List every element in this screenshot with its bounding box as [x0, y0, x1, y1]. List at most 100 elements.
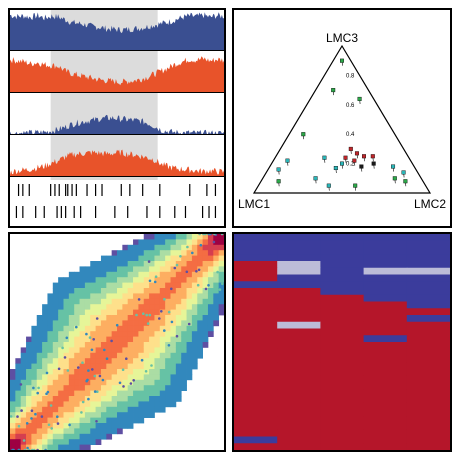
density-cell	[10, 401, 16, 408]
heatmap-cell	[320, 335, 365, 343]
density-outlier	[148, 313, 152, 317]
density-cell	[36, 320, 43, 327]
heatmap-cell	[277, 301, 321, 309]
density-cell	[149, 320, 155, 327]
heatmap-cell	[363, 369, 408, 377]
density-cell	[191, 239, 198, 246]
density-cell	[26, 444, 32, 450]
density-cell	[122, 250, 129, 256]
heatmap-cell	[406, 402, 450, 410]
heatmap-cell	[234, 240, 278, 248]
density-cell	[63, 417, 70, 424]
density-cell	[197, 293, 203, 300]
density-cell	[207, 250, 214, 256]
density-cell	[84, 358, 91, 364]
heatmap-cell	[277, 355, 321, 363]
density-cell	[149, 255, 155, 262]
density-outlier	[196, 283, 200, 287]
density-cell	[165, 293, 171, 300]
density-cell	[68, 358, 75, 364]
track-series-4	[10, 149, 224, 176]
density-cell	[191, 271, 198, 278]
density-cell	[42, 309, 48, 316]
density-cell	[106, 406, 113, 413]
density-cell	[90, 439, 96, 445]
density-cell	[218, 304, 224, 310]
density-cell	[58, 347, 64, 354]
heatmap-cell	[277, 382, 321, 390]
ternary-point	[301, 132, 306, 137]
density-cell	[122, 244, 129, 251]
density-cell	[90, 325, 96, 332]
density-cell	[202, 293, 209, 300]
density-cell	[127, 412, 134, 418]
density-cell	[10, 374, 16, 381]
heatmap-cell	[234, 362, 278, 370]
density-cell	[84, 352, 91, 359]
density-outlier	[105, 357, 109, 360]
density-cell	[90, 363, 96, 370]
density-cell	[186, 271, 193, 278]
density-cell	[100, 266, 107, 273]
density-cell	[127, 417, 134, 424]
density-cell	[10, 385, 16, 391]
heatmap-cell	[277, 443, 321, 450]
density-cell	[68, 412, 75, 418]
density-cell	[26, 336, 32, 343]
density-cell	[143, 336, 150, 343]
density-cell	[117, 352, 123, 359]
density-cell	[175, 288, 182, 294]
density-cell	[202, 271, 209, 278]
density-cell	[122, 390, 129, 397]
density-cell	[84, 412, 91, 418]
density-cell	[122, 304, 129, 310]
density-cell	[106, 363, 113, 370]
density-cell	[218, 277, 224, 283]
density-cell	[84, 293, 91, 300]
heatmap-cell	[406, 396, 450, 404]
density-cell	[117, 250, 123, 256]
density-cell	[133, 390, 139, 397]
density-cell	[10, 428, 16, 435]
density-cell	[106, 347, 113, 354]
heatmap-cell	[277, 416, 321, 424]
density-cell	[36, 379, 43, 386]
density-cell	[52, 304, 59, 310]
heatmap-cell	[320, 369, 365, 377]
density-cell	[213, 309, 220, 316]
heatmap-cell	[234, 348, 278, 356]
density-cell	[186, 304, 193, 310]
density-cell	[175, 396, 182, 402]
density-cell	[202, 255, 209, 262]
density-cell	[68, 396, 75, 402]
density-cell	[90, 401, 96, 408]
density-cell	[170, 298, 177, 305]
density-cell	[26, 412, 32, 418]
heatmap-cell	[363, 389, 408, 397]
density-cell	[138, 401, 145, 408]
density-cell	[68, 423, 75, 429]
density-cell	[143, 374, 150, 381]
ternary-label-right: LMC2	[414, 197, 446, 211]
density-cell	[170, 347, 177, 354]
density-cell	[47, 347, 54, 354]
density-cell	[149, 261, 155, 267]
density-cell	[175, 309, 182, 316]
density-cell	[197, 261, 203, 267]
heatmap-cell	[406, 321, 450, 329]
density-cell	[117, 423, 123, 429]
heatmap-cell	[363, 355, 408, 363]
density-cell	[84, 401, 91, 408]
density-outlier	[47, 423, 51, 427]
density-outlier	[30, 417, 33, 420]
density-cell	[138, 363, 145, 370]
density-cell	[95, 369, 102, 375]
density-cell	[117, 320, 123, 327]
track-series-2	[10, 56, 224, 92]
density-cell	[100, 342, 107, 348]
density-outlier	[101, 378, 105, 382]
density-cell	[10, 439, 16, 445]
density-outlier	[95, 420, 98, 423]
heatmap-cell	[234, 281, 278, 289]
heatmap-cell	[277, 389, 321, 397]
